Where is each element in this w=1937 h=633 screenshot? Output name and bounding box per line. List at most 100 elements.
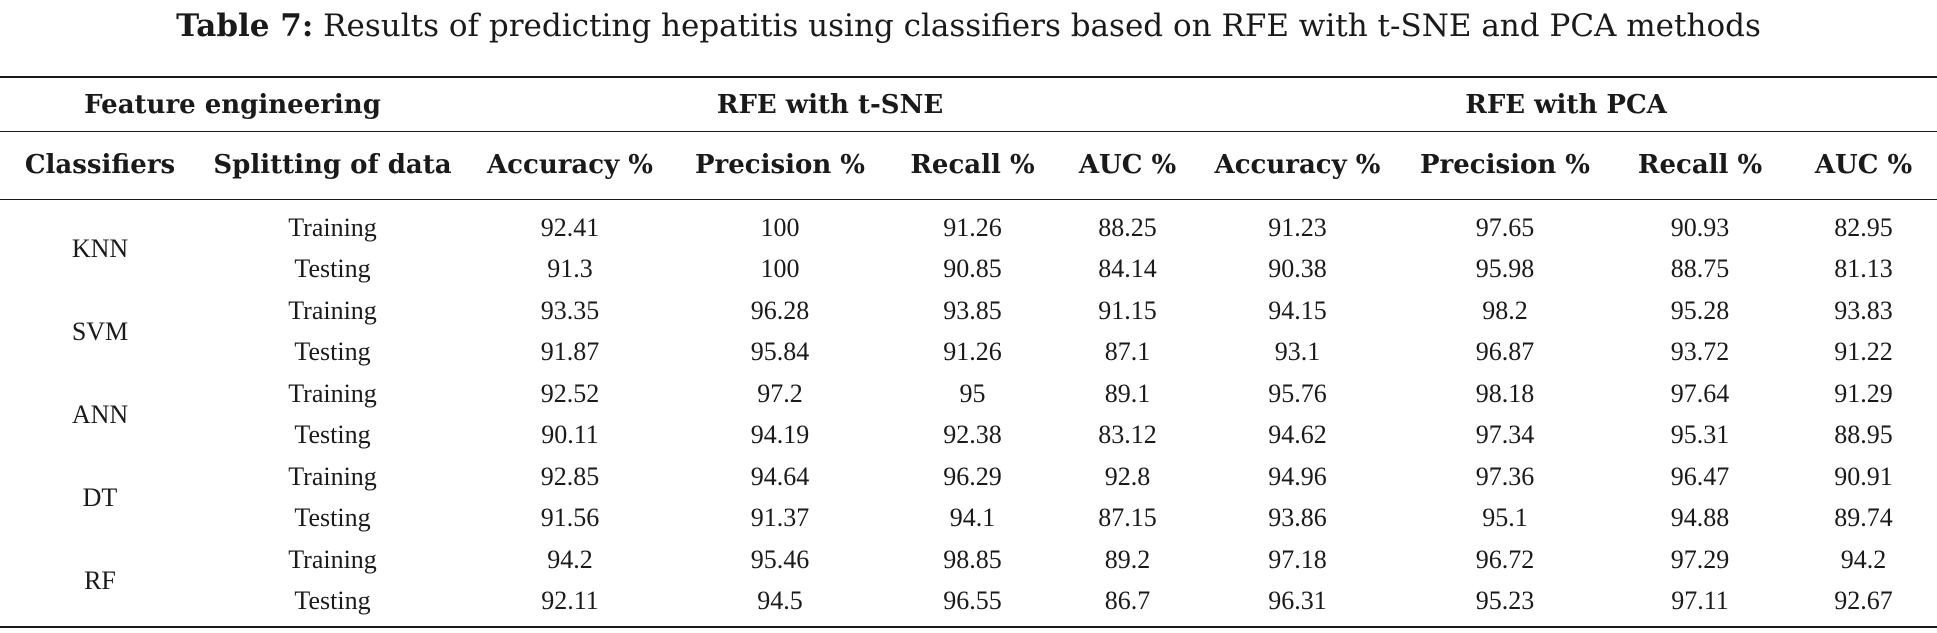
pca-accuracy-cell: 94.15 [1268,295,1327,325]
tsne-auc-cell: 92.8 [1104,461,1151,491]
pca-auc-cell: 81.13 [1834,254,1893,284]
table-row: SVM Training 93.35 96.28 93.85 91.15 94.15 98.2… [0,290,1937,346]
pca-auc-cell: 88.95 [1834,420,1893,450]
table-row: Testing 90.11 94.19 92.38 83.12 94.62 97.34 95.… [0,415,1937,457]
classifier-cell: RF [84,565,116,595]
caption-label: Table 7: [176,8,314,44]
tsne-recall-cell: 98.85 [943,544,1002,574]
col-header-classifiers: Classifiers [24,150,176,180]
rfe-pca-header: RFE with PCA [1465,89,1667,120]
col-header-pca-auc: AUC % [1814,150,1913,180]
split-cell: Testing [294,254,371,284]
split-cell: Testing [294,337,371,367]
tsne-auc-cell: 87.1 [1104,337,1151,367]
pca-recall-cell: 96.47 [1670,461,1730,491]
table-row: RF Training 94.2 95.46 98.85 89.2 97.18 96.72 97… [0,539,1937,595]
tsne-precision-cell: 100 [760,254,800,284]
split-cell: Training [288,544,377,574]
tsne-accuracy-cell: 91.3 [547,254,593,284]
group-header-row: Feature engineering RFE with t-SNE RFE w… [0,78,1937,131]
tsne-accuracy-cell: 91.56 [540,503,600,533]
tsne-precision-cell: 95.46 [750,544,810,574]
tsne-precision-cell: 94.5 [757,586,803,616]
caption-text: Results of predicting hepatitis using cl… [323,8,1761,44]
tsne-accuracy-cell: 92.52 [540,378,600,408]
table-caption: Table 7: Results of predicting hepatitis… [0,0,1937,46]
pca-recall-cell: 90.93 [1670,212,1730,242]
tsne-auc-cell: 89.2 [1104,544,1151,574]
pca-recall-cell: 94.88 [1670,503,1730,533]
tsne-accuracy-cell: 94.2 [547,544,593,574]
tsne-recall-cell: 91.26 [943,337,1002,367]
pca-accuracy-cell: 93.1 [1274,337,1321,367]
pca-accuracy-cell: 91.23 [1268,212,1327,242]
col-header-pca-accuracy: Accuracy % [1214,150,1381,180]
pca-precision-cell: 98.18 [1475,378,1535,408]
pca-recall-cell: 97.64 [1670,378,1730,408]
rfe-tsne-header: RFE with t-SNE [716,89,944,120]
table-row: Testing 91.56 91.37 94.1 87.15 93.86 95.1 94.88… [0,498,1937,540]
pca-accuracy-cell: 95.76 [1268,378,1327,408]
col-header-pca-recall: Recall % [1637,150,1763,180]
col-header-tsne-precision: Precision % [694,150,865,180]
tsne-precision-cell: 100 [760,212,800,242]
tsne-recall-cell: 96.55 [943,586,1002,616]
tsne-accuracy-cell: 92.41 [540,212,600,242]
pca-precision-cell: 95.98 [1475,254,1535,284]
tsne-accuracy-cell: 90.11 [541,420,599,450]
tsne-accuracy-cell: 92.85 [540,461,600,491]
pca-auc-cell: 89.74 [1834,503,1893,533]
split-cell: Training [288,378,377,408]
pca-precision-cell: 95.23 [1475,586,1535,616]
split-cell: Training [288,295,377,325]
tsne-precision-cell: 95.84 [750,337,810,367]
tsne-recall-cell: 95 [959,378,986,408]
pca-recall-cell: 88.75 [1670,254,1730,284]
bottom-rule [0,626,1937,628]
pca-auc-cell: 82.95 [1834,212,1893,242]
pca-auc-cell: 92.67 [1834,586,1893,616]
col-header-tsne-auc: AUC % [1078,150,1177,180]
tsne-auc-cell: 86.7 [1104,586,1151,616]
tsne-auc-cell: 84.14 [1098,254,1157,284]
pca-recall-cell: 97.29 [1670,544,1730,574]
tsne-accuracy-cell: 91.87 [540,337,600,367]
pca-precision-cell: 96.87 [1475,337,1535,367]
pca-accuracy-cell: 90.38 [1268,254,1327,284]
tsne-precision-cell: 96.28 [750,295,810,325]
pca-recall-cell: 95.31 [1670,420,1730,450]
table-row: ANN Training 92.52 97.2 95 89.1 95.76 98.18 97.6… [0,373,1937,429]
pca-accuracy-cell: 96.31 [1268,586,1327,616]
pca-precision-cell: 97.34 [1475,420,1535,450]
table-row: Testing 92.11 94.5 96.55 86.7 96.31 95.23 97.11… [0,581,1937,623]
split-cell: Testing [294,503,371,533]
tsne-recall-cell: 91.26 [943,212,1002,242]
table-row: Testing 91.3 100 90.85 84.14 90.38 95.98 88.75 8… [0,249,1937,291]
results-table: Feature engineering RFE with t-SNE RFE w… [0,78,1937,622]
pca-precision-cell: 98.2 [1482,295,1528,325]
split-cell: Training [288,212,377,242]
pca-recall-cell: 93.72 [1670,337,1730,367]
pca-auc-cell: 93.83 [1834,295,1893,325]
tsne-auc-cell: 88.25 [1098,212,1157,242]
pca-auc-cell: 90.91 [1834,461,1893,491]
tsne-accuracy-cell: 92.11 [541,586,599,616]
col-header-pca-precision: Precision % [1420,150,1591,180]
split-cell: Training [288,461,377,491]
pca-accuracy-cell: 94.62 [1268,420,1327,450]
tsne-recall-cell: 93.85 [943,295,1002,325]
pca-recall-cell: 97.11 [1671,586,1729,616]
tsne-precision-cell: 94.64 [750,461,810,491]
table-row: Testing 91.87 95.84 91.26 87.1 93.1 96.87 93.72… [0,332,1937,374]
pca-auc-cell: 94.2 [1840,544,1887,574]
column-header-rule [0,199,1937,200]
top-rule [0,76,1937,78]
tsne-recall-cell: 92.38 [943,420,1002,450]
tsne-auc-cell: 87.15 [1098,503,1157,533]
pca-accuracy-cell: 97.18 [1268,544,1327,574]
col-header-tsne-recall: Recall % [910,150,1035,180]
tsne-auc-cell: 83.12 [1098,420,1157,450]
split-cell: Testing [294,586,371,616]
tsne-auc-cell: 91.15 [1098,295,1157,325]
tsne-precision-cell: 94.19 [750,420,810,450]
